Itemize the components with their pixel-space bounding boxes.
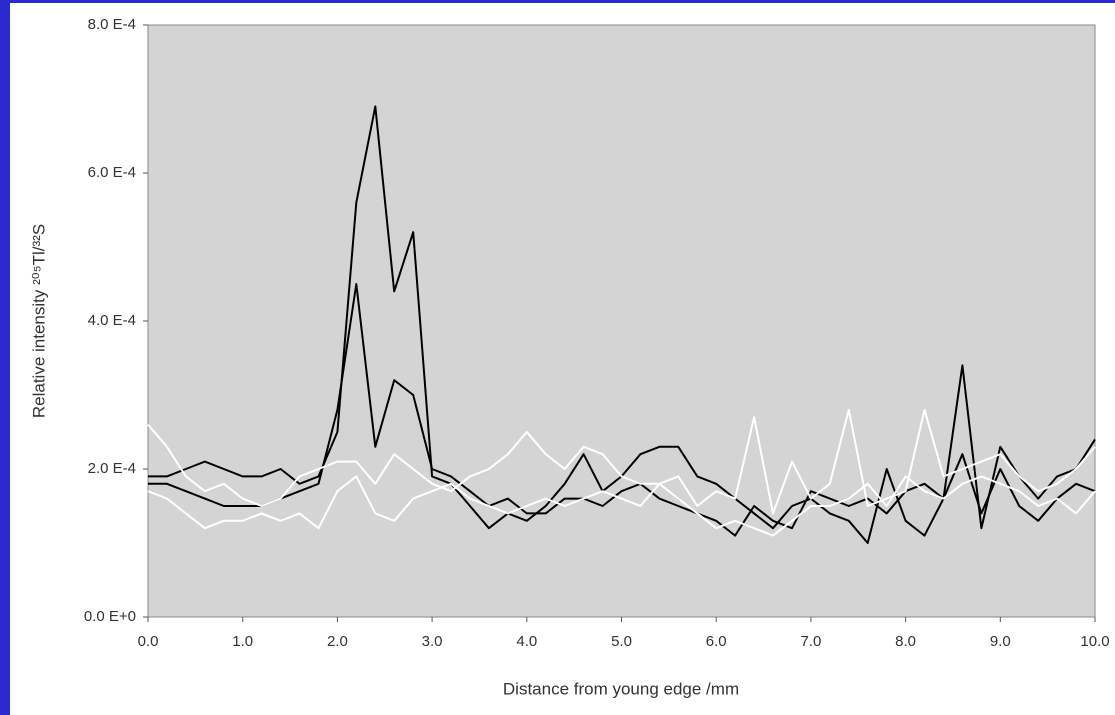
y-tick-label: 8.0 E-4 — [88, 16, 136, 33]
y-tick-label: 2.0 E-4 — [88, 460, 136, 477]
x-tick-label: 8.0 — [895, 633, 916, 650]
left-border — [0, 0, 10, 715]
plot-area — [147, 24, 1096, 618]
x-tick-label: 9.0 — [990, 633, 1011, 650]
top-border — [0, 0, 1115, 3]
x-tick-label: 3.0 — [422, 633, 443, 650]
x-tick-label: 6.0 — [706, 633, 727, 650]
series-line — [147, 408, 1096, 515]
x-tick-label: 7.0 — [800, 633, 821, 650]
y-tick-label: 6.0 E-4 — [88, 164, 136, 181]
y-tick-label: 0.0 E+0 — [84, 608, 136, 625]
x-tick-label: 4.0 — [516, 633, 537, 650]
x-tick-label: 2.0 — [327, 633, 348, 650]
x-axis-label: Distance from young edge /mm — [503, 679, 739, 698]
y-axis-label: Relative intensity ²⁰⁵Tl/³²S — [29, 224, 48, 418]
x-tick-label: 10.0 — [1080, 633, 1109, 650]
x-tick-label: 0.0 — [138, 633, 159, 650]
series-line — [148, 283, 1096, 537]
x-tick-label: 1.0 — [232, 633, 253, 650]
series-line — [147, 475, 1096, 537]
y-tick-label: 4.0 E-4 — [88, 312, 136, 329]
x-tick-label: 5.0 — [611, 633, 632, 650]
